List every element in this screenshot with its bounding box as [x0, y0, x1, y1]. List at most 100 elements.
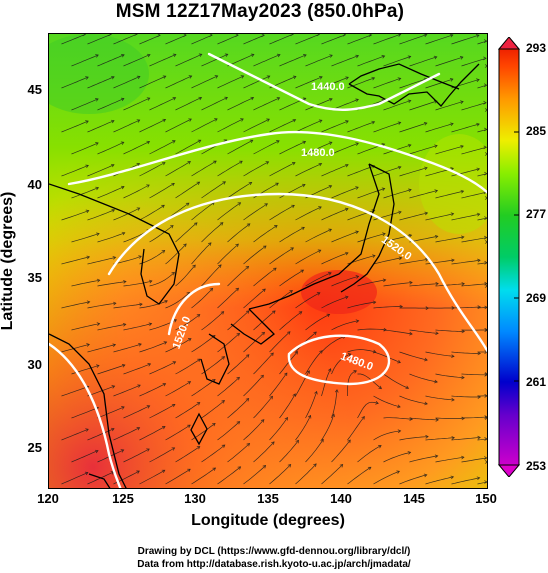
streamline: [243, 465, 266, 485]
streamline: [253, 396, 273, 419]
streamline: [425, 476, 454, 485]
streamline-arrowhead: [172, 361, 177, 365]
streamline: [191, 379, 216, 397]
streamline-arrowhead: [85, 76, 89, 80]
streamline: [305, 272, 332, 287]
colorbar-tick-277: 277: [526, 207, 547, 221]
streamline: [87, 428, 115, 441]
streamline-arrowhead: [220, 311, 225, 315]
streamline: [295, 76, 323, 89]
streamline-arrowhead: [246, 310, 250, 314]
streamline-arrowhead: [371, 120, 376, 125]
streamline-arrowhead: [318, 119, 323, 123]
streamline: [165, 381, 191, 397]
streamline: [149, 272, 175, 287]
streamline: [61, 210, 89, 221]
streamline: [269, 119, 296, 133]
streamline: [279, 269, 304, 287]
streamline-arrowhead: [424, 166, 428, 171]
streamline: [269, 34, 294, 45]
streamline-arrowhead: [319, 350, 323, 354]
streamline: [357, 55, 385, 67]
streamline-arrowhead: [162, 75, 167, 79]
streamline: [123, 363, 151, 375]
streamline-arrowhead: [289, 290, 293, 294]
streamline-arrowhead: [484, 108, 487, 112]
streamline-arrowhead: [484, 394, 487, 398]
streamline-arrowhead: [326, 313, 331, 318]
streamline: [373, 77, 401, 89]
streamline: [331, 320, 359, 331]
streamline: [305, 228, 332, 243]
streamline-arrowhead: [451, 436, 455, 440]
streamline-arrowhead: [476, 167, 481, 172]
streamline: [477, 84, 487, 89]
streamline-arrowhead: [209, 34, 213, 37]
streamline-arrowhead: [460, 235, 465, 240]
streamline: [175, 222, 198, 243]
streamline: [295, 34, 320, 45]
streamline: [61, 256, 90, 265]
streamline-arrowhead: [291, 204, 295, 209]
streamline: [139, 34, 161, 45]
streamline-arrowhead: [170, 225, 174, 229]
streamline-arrowhead: [460, 189, 465, 194]
streamline-arrowhead: [84, 471, 89, 476]
streamline: [425, 213, 454, 221]
streamline-arrowhead: [407, 451, 412, 455]
streamline: [331, 439, 351, 463]
streamline-arrowhead: [212, 467, 217, 471]
streamline-arrowhead: [240, 75, 245, 79]
streamline-arrowhead: [397, 165, 402, 170]
streamline-arrowhead: [147, 363, 152, 367]
streamline: [243, 34, 265, 45]
streamline-arrowhead: [157, 34, 161, 38]
streamline-arrowhead: [459, 56, 464, 60]
streamline: [71, 279, 100, 287]
streamline: [87, 344, 116, 353]
streamline: [373, 257, 402, 265]
streamline: [331, 275, 359, 287]
streamline-arrowhead: [192, 264, 196, 269]
map-plot-area: 1440.0 1480.0 1520.0 1520.0 1480.0: [48, 33, 488, 489]
streamline: [201, 53, 228, 67]
streamline: [191, 242, 212, 265]
streamline-arrowhead: [355, 275, 360, 279]
streamline-arrowhead: [110, 427, 115, 432]
streamline: [113, 34, 138, 45]
streamline: [373, 122, 401, 133]
streamline-arrowhead: [276, 53, 281, 58]
streamline: [269, 204, 295, 221]
streamline-arrowhead: [221, 356, 226, 360]
streamline: [71, 233, 100, 243]
streamline-arrowhead: [209, 287, 214, 292]
streamline-arrowhead: [476, 78, 480, 82]
streamline-arrowhead: [329, 98, 333, 102]
streamline-arrowhead: [460, 100, 464, 104]
streamline-arrowhead: [287, 464, 292, 468]
streamline: [165, 292, 190, 309]
streamline-arrowhead: [86, 343, 90, 347]
streamline-arrowhead: [372, 300, 377, 305]
streamline-arrowhead: [355, 186, 359, 190]
streamline: [71, 450, 99, 463]
streamline: [295, 249, 321, 265]
streamline: [409, 455, 438, 463]
streamline: [201, 181, 226, 199]
credit-data: Data from http://database.rish.kyoto-u.a…: [137, 559, 411, 570]
streamline-arrowhead: [361, 416, 365, 420]
streamline-arrowhead: [316, 292, 321, 296]
y-tick-40: 40: [27, 177, 42, 192]
streamline: [347, 466, 372, 485]
streamline: [87, 302, 116, 309]
streamline-arrowhead: [96, 364, 100, 368]
streamline-arrowhead: [134, 34, 138, 36]
streamline: [461, 191, 487, 199]
colorbar-tick-293: 293: [526, 41, 547, 55]
streamline: [165, 468, 191, 485]
streamline: [175, 97, 202, 111]
streamline: [243, 332, 265, 353]
streamline-arrowhead: [188, 338, 192, 342]
streamline-arrowhead: [484, 372, 487, 377]
streamline-arrowhead: [461, 329, 465, 334]
